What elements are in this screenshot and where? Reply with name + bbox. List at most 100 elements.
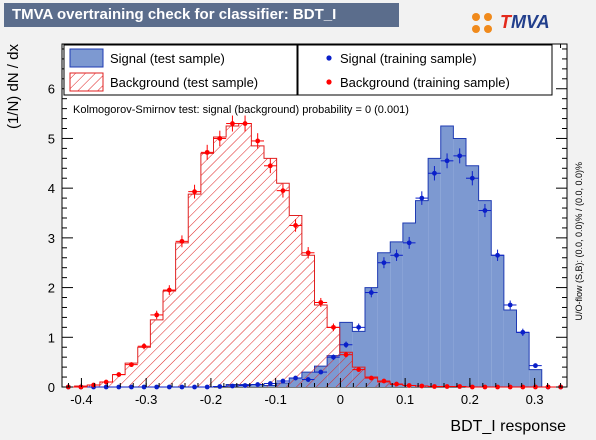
- signal-training-point: [314, 369, 328, 375]
- background-bar: [276, 183, 290, 387]
- background-training-point: [440, 384, 454, 389]
- signal-bar: [529, 369, 542, 387]
- signal-bar: [466, 165, 479, 387]
- background-bar: [125, 363, 138, 387]
- signal-training-point: [137, 384, 151, 390]
- legend-box-training: [297, 44, 553, 96]
- signal-training-point: [352, 323, 365, 332]
- background-training-point: [339, 351, 353, 358]
- x-tick-label: -0.3: [135, 392, 157, 407]
- legend-label-signal-training: Signal (training sample): [340, 51, 477, 66]
- background-training-point: [264, 158, 277, 174]
- background-bar: [301, 255, 315, 387]
- signal-training-point: [188, 384, 201, 390]
- logo-letters-mva: MVA: [511, 12, 550, 32]
- background-training-point: [213, 130, 227, 147]
- y-tick-label: 3: [48, 231, 55, 246]
- legend-label-background-training: Background (training sample): [340, 75, 510, 90]
- background-training-point: [238, 115, 252, 132]
- signal-training-point: [339, 341, 353, 348]
- background-bar: [163, 291, 176, 387]
- background-training-point: [175, 235, 189, 248]
- background-training-point: [466, 384, 479, 390]
- signal-training-point: [428, 166, 441, 181]
- background-training-point: [163, 285, 176, 295]
- legend: Signal (test sample) Background (test sam…: [63, 44, 553, 96]
- signal-training-point: [251, 382, 264, 387]
- background-bar: [238, 123, 252, 388]
- x-tick-label: -0.4: [70, 392, 92, 407]
- signal-training-point: [276, 378, 290, 384]
- signal-bar: [516, 332, 530, 387]
- signal-training-point: [125, 384, 138, 390]
- signal-training-point: [301, 377, 315, 382]
- background-training-point: [314, 297, 328, 308]
- background-bar: [150, 319, 163, 387]
- signal-bar: [453, 138, 466, 387]
- background-bar: [264, 158, 277, 387]
- legend-background-swatch: [69, 72, 104, 92]
- background-bar: [314, 304, 328, 387]
- signal-training-point: [415, 191, 429, 205]
- background-bar: [352, 367, 365, 387]
- signal-training-point: [516, 328, 530, 336]
- background-training-point: [112, 372, 126, 377]
- background-bar: [99, 382, 113, 387]
- background-bar: [112, 374, 126, 387]
- background-bar: [251, 145, 264, 387]
- signal-training-point: [150, 384, 163, 390]
- signal-training-point: [289, 375, 302, 381]
- background-bar: [213, 136, 227, 387]
- background-training-point: [478, 384, 492, 390]
- background-training-point: [226, 115, 239, 132]
- signal-training-point: [491, 249, 504, 261]
- logo-text: TMVA: [500, 12, 550, 33]
- background-training-point: [125, 362, 138, 368]
- signal-bar: [390, 241, 403, 387]
- background-bar: [188, 194, 201, 387]
- x-tick-label: 0.1: [396, 392, 414, 407]
- background-training-point: [327, 323, 340, 332]
- y-axis-label: (1/N) dN / dx: [5, 44, 22, 130]
- signal-training-point: [175, 384, 189, 390]
- background-training-point: [301, 247, 315, 259]
- overflow-note: U/O-flow (S,B): (0.0, 0.0)% / (0.0, 0.0)…: [574, 162, 584, 321]
- tmva-logo: TMVA: [470, 8, 580, 38]
- signal-training-point: [264, 381, 277, 386]
- signal-training-point: [402, 236, 416, 249]
- background-training-point: [352, 367, 365, 373]
- background-bar: [365, 377, 378, 387]
- chart-title: TMVA overtraining check for classifier: …: [4, 3, 399, 27]
- background-bar: [175, 242, 189, 387]
- signal-training-points: [62, 148, 567, 390]
- signal-bar: [440, 126, 454, 388]
- x-tick-label: 0.3: [526, 392, 544, 407]
- signal-training-point: [377, 257, 391, 269]
- background-bar: [137, 347, 151, 387]
- legend-background-marker: [326, 79, 332, 85]
- y-tick-label: 2: [48, 281, 55, 296]
- signal-bar: [491, 255, 504, 387]
- ks-test-text: Kolmogorov-Smirnov test: signal (backgro…: [73, 104, 409, 116]
- x-tick-label: -0.1: [264, 392, 286, 407]
- background-training-point: [188, 184, 201, 199]
- y-tick-label: 6: [48, 82, 55, 97]
- background-bar: [289, 215, 302, 387]
- signal-training-point: [390, 249, 403, 261]
- background-training-point: [200, 144, 214, 160]
- background-bar: [200, 153, 214, 387]
- signal-bar: [503, 309, 517, 387]
- logo-letter-t: T: [500, 12, 511, 32]
- y-tick-label: 5: [48, 131, 55, 146]
- background-training-point: [453, 384, 466, 389]
- legend-label-signal-test: Signal (test sample): [110, 51, 225, 66]
- logo-dots-icon: [472, 13, 492, 33]
- signal-training-point: [466, 171, 479, 186]
- signal-bar: [365, 287, 378, 387]
- signal-training-point: [440, 153, 454, 169]
- signal-bar: [428, 158, 441, 387]
- background-training-point: [365, 375, 378, 381]
- signal-training-point: [503, 300, 517, 310]
